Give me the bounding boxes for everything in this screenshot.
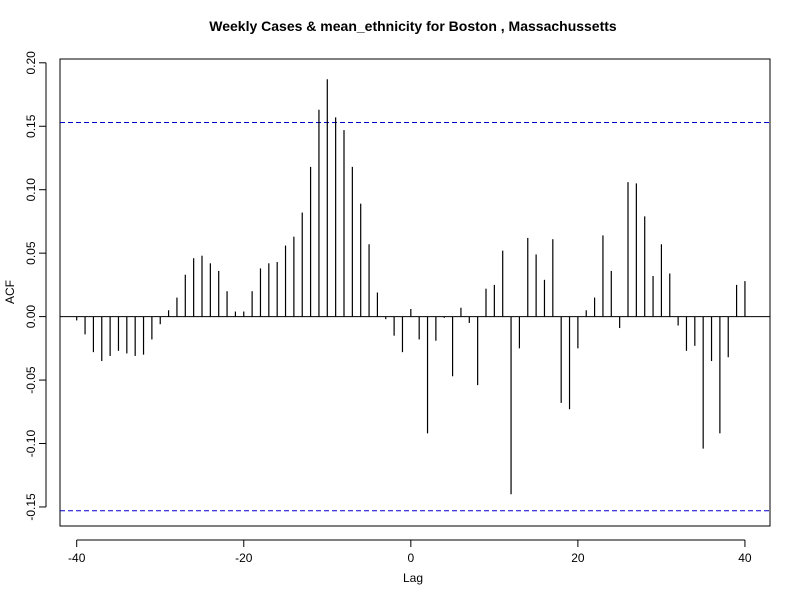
x-tick-label: 20: [571, 551, 585, 565]
x-axis-label: Lag: [403, 571, 423, 585]
x-tick-label: 40: [738, 551, 752, 565]
y-tick-label: -0.10: [24, 430, 38, 458]
y-axis: -0.15 -0.10 -0.05 0.00 0.05 0.10 0.15 0.20: [24, 51, 47, 521]
plot-frame: [59, 58, 771, 527]
y-tick-label: 0.05: [24, 241, 38, 265]
x-tick-label: -40: [68, 551, 86, 565]
y-tick-label: 0.00: [24, 305, 38, 329]
acf-bars: [76, 79, 746, 495]
y-axis-label: ACF: [3, 280, 17, 304]
y-tick-label: -0.05: [24, 366, 38, 394]
confidence-bounds: [60, 121, 770, 512]
x-axis: -40 -20 0 20 40: [68, 539, 752, 565]
y-tick-label: 0.20: [24, 51, 38, 75]
y-tick-label: -0.15: [24, 493, 38, 521]
x-tick-label: -20: [235, 551, 253, 565]
y-tick-label: 0.15: [24, 114, 38, 138]
x-tick-label: 0: [407, 551, 414, 565]
y-tick-label: 0.10: [24, 178, 38, 202]
chart-title: Weekly Cases & mean_ethnicity for Boston…: [209, 18, 617, 34]
